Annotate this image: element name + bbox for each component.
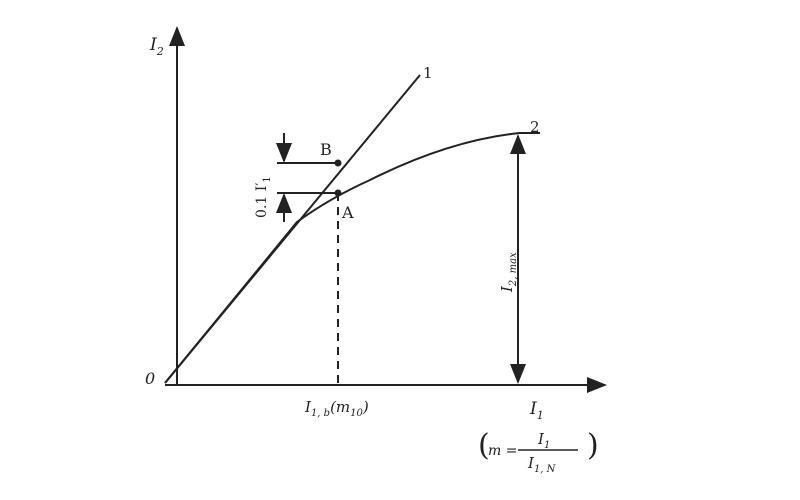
y-axis-label: I2 — [149, 35, 164, 58]
point-b-label: B — [320, 140, 332, 159]
origin-label: 0 — [145, 369, 155, 388]
formula-numerator: I1 — [537, 430, 550, 451]
formula-denominator: I1, N — [527, 454, 557, 475]
delta-label: 0.1 I′1 — [254, 176, 273, 218]
imax-label: I2, max — [498, 252, 519, 293]
curve-2-label: 2 — [530, 118, 540, 136]
x-axis-label: I1 — [529, 399, 544, 422]
point-b-marker — [334, 159, 342, 167]
curve-2 — [164, 132, 540, 384]
curve-1-label: 1 — [423, 64, 433, 82]
formula-open-paren: ( — [478, 428, 490, 463]
formula-m: m = — [488, 443, 517, 459]
point-a-marker — [334, 189, 342, 197]
x-breakpoint-label: I1, b(m10) — [304, 398, 369, 419]
point-a-label: A — [341, 203, 354, 222]
formula-close-paren: ) — [587, 428, 599, 463]
